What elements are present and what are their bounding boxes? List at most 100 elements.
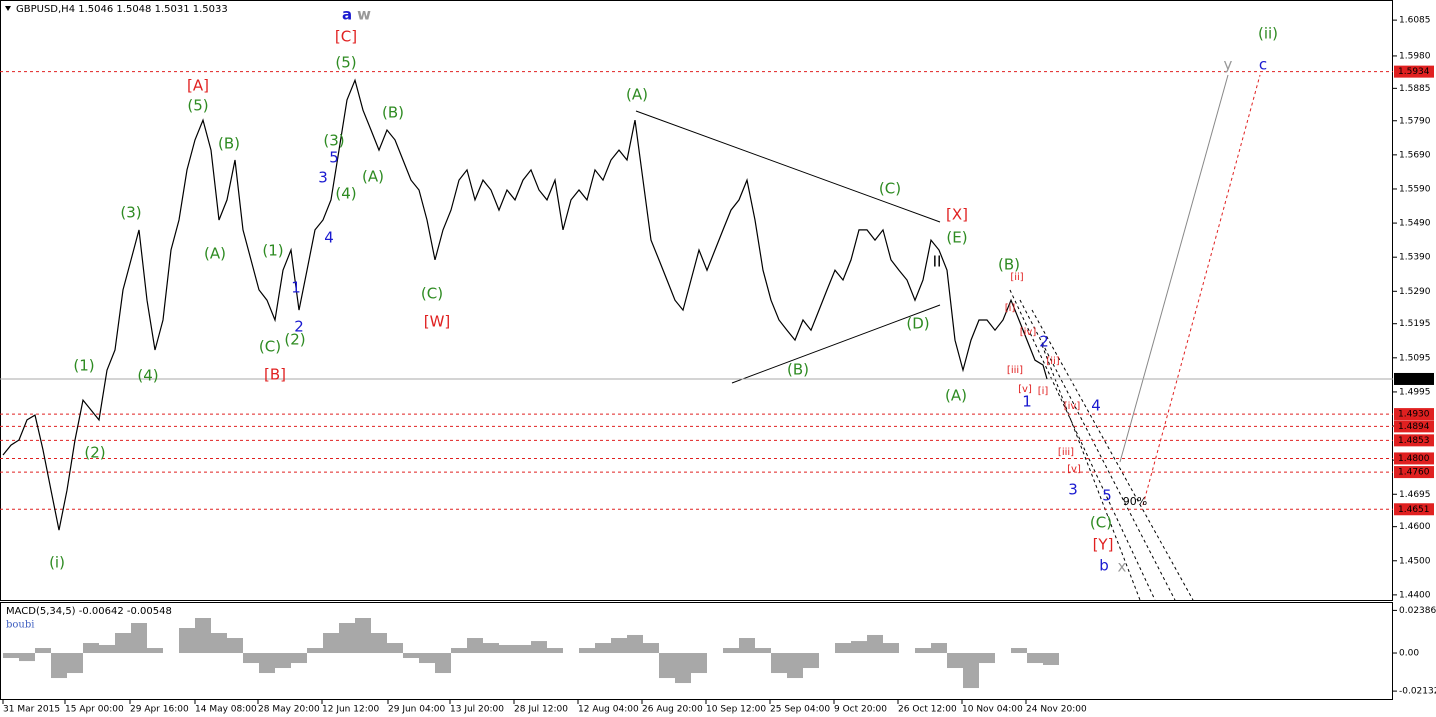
wave-label: (ii): [1258, 25, 1278, 43]
level-box: [1394, 408, 1434, 421]
wave-label: [i]: [1038, 386, 1049, 397]
level-box: [1394, 420, 1434, 433]
y-tick-label: 1.4500: [1399, 556, 1431, 566]
level-box: [1394, 65, 1434, 78]
macd-bar: [419, 653, 435, 664]
macd-bar: [467, 638, 483, 654]
wave-label: (B): [787, 361, 809, 379]
wave-label: (B): [382, 104, 404, 122]
last-price-label: 1.5033: [1398, 374, 1430, 384]
level-label: 1.4930: [1398, 410, 1430, 420]
macd-bar: [947, 653, 963, 669]
x-tick-label: 28 Jul 12:00: [514, 705, 568, 715]
macd-bar: [19, 653, 35, 662]
macd-bar: [803, 653, 819, 669]
macd-bar: [787, 653, 803, 679]
wave-label: (C): [421, 285, 443, 303]
wave-label: b: [1099, 557, 1109, 575]
y-tick-label: 0.00: [1399, 649, 1419, 659]
wave-label: y: [1224, 56, 1233, 74]
wave-label: (C): [879, 180, 901, 198]
wave-label: (A): [626, 86, 648, 104]
wave-label: [iv]: [1020, 327, 1037, 338]
x-tick-label: 29 Apr 16:00: [130, 705, 189, 715]
macd-bar: [515, 644, 531, 654]
y-tick-label: 1.5980: [1399, 51, 1431, 61]
wave-label: (4): [335, 185, 356, 203]
y-tick-label: 1.5690: [1399, 150, 1431, 160]
macd-bar: [499, 644, 515, 654]
triangle-line: [635, 110, 941, 223]
macd-bar: [627, 634, 643, 654]
x-tick-label: 10 Sep 12:00: [706, 705, 766, 715]
menu-icon: [5, 6, 11, 11]
wave-label: 1: [291, 279, 301, 297]
chart-title: GBPUSD,H4 1.5046 1.5048 1.5031 1.5033: [16, 4, 228, 15]
wave-label: a: [342, 6, 352, 24]
y-tick-label: 1.4995: [1399, 387, 1431, 397]
wave-label: II: [933, 253, 942, 271]
macd-bar: [403, 653, 419, 659]
x-tick-label: 26 Oct 12:00: [898, 705, 957, 715]
macd-bar: [531, 641, 547, 654]
macd-bar: [579, 648, 595, 654]
wave-label: [v]: [1067, 464, 1081, 475]
x-tick-label: 31 Mar 2015: [3, 705, 60, 715]
projection-line: [1119, 74, 1229, 463]
level-box: [1394, 503, 1434, 516]
channel-line: [1031, 309, 1194, 601]
macd-bar: [307, 648, 323, 654]
macd-bar: [323, 633, 339, 654]
wave-label: (1): [262, 242, 283, 260]
wave-label: [X]: [946, 206, 968, 224]
wave-label: (2): [284, 331, 305, 349]
macd-bar: [595, 643, 611, 654]
level-label: 1.4894: [1398, 422, 1430, 432]
macd-bar: [851, 641, 867, 654]
x-tick-label: 10 Nov 04:00: [962, 705, 1023, 715]
y-tick-label: 1.4600: [1399, 522, 1431, 532]
level-label: 1.4760: [1398, 468, 1430, 478]
wave-label: x: [1118, 558, 1127, 576]
y-tick-label: 1.5885: [1399, 84, 1431, 94]
macd-bar: [291, 653, 307, 664]
level-box: [1394, 452, 1434, 465]
wave-label: (5): [187, 97, 208, 115]
wave-label: (3): [120, 204, 141, 222]
macd-bar: [227, 638, 243, 654]
level-label: 1.4651: [1398, 505, 1430, 515]
macd-bar: [275, 653, 291, 669]
y-tick-label: 1.5290: [1399, 287, 1431, 297]
x-tick-label: 25 Sep 04:00: [770, 705, 830, 715]
wave-label: [i]: [1005, 303, 1016, 314]
x-tick-label: 14 May 08:00: [195, 705, 257, 715]
wave-label: [v]: [1018, 384, 1032, 395]
wave-label: (A): [945, 387, 967, 405]
wave-label: [A]: [187, 77, 209, 95]
last-price-box: [1394, 372, 1434, 385]
wave-label: [iv]: [1064, 401, 1081, 412]
wave-label: [iii]: [1058, 447, 1074, 458]
macd-bar: [835, 643, 851, 654]
macd-bar: [435, 653, 451, 674]
y-tick-label: 1.6085: [1399, 16, 1431, 26]
wave-label: 1: [1022, 393, 1032, 411]
wave-label: (D): [906, 315, 929, 333]
wave-label: (C): [259, 338, 281, 356]
macd-bar: [99, 644, 115, 654]
macd-bar: [739, 638, 755, 654]
level-box: [1394, 434, 1434, 447]
level-label: 1.4853: [1398, 436, 1430, 446]
x-tick-label: 15 Apr 00:00: [65, 705, 124, 715]
wave-label: 3: [1068, 481, 1078, 499]
wave-label: (B): [998, 256, 1020, 274]
wave-label: (A): [204, 245, 226, 263]
projection-line: [1142, 74, 1261, 506]
macd-bar: [51, 653, 67, 679]
macd-bar: [67, 653, 83, 674]
y-tick-label: 0.02386: [1399, 606, 1436, 616]
macd-subtitle: boubi: [6, 620, 34, 631]
wave-label: (A): [362, 168, 384, 186]
macd-bar: [755, 648, 771, 654]
